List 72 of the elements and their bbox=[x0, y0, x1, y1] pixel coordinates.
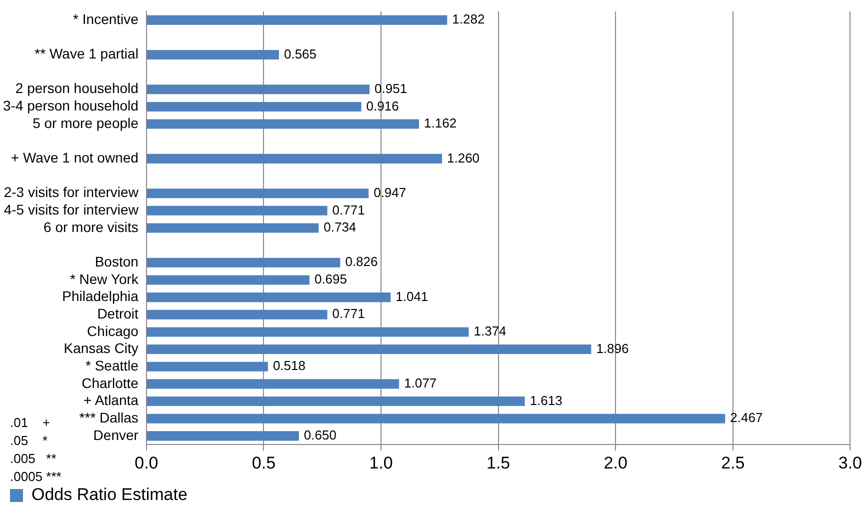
legend-label: Odds Ratio Estimate bbox=[32, 485, 188, 504]
data-label: 1.613 bbox=[530, 392, 562, 408]
y-tick-label: Kansas City bbox=[64, 340, 138, 356]
data-label: 0.771 bbox=[332, 202, 365, 218]
data-label: 0.565 bbox=[284, 46, 317, 62]
data-label: 2.467 bbox=[730, 410, 763, 426]
bar bbox=[146, 84, 370, 94]
data-label: 1.896 bbox=[596, 340, 629, 356]
y-tick-label: * New York bbox=[70, 270, 140, 287]
data-label: 0.826 bbox=[345, 254, 378, 270]
data-label: 1.260 bbox=[447, 150, 480, 166]
text: .005 ** bbox=[10, 450, 58, 468]
bar bbox=[146, 362, 268, 372]
y-tick-label: * Incentive bbox=[73, 10, 139, 27]
bar bbox=[146, 414, 726, 424]
x-tick-label: 0.0 bbox=[134, 453, 158, 472]
y-tick-label: 3-4 person household bbox=[2, 98, 138, 114]
y-tick-label: Boston bbox=[94, 254, 138, 270]
data-label: 0.947 bbox=[374, 184, 406, 200]
x-tick-label: 3.0 bbox=[838, 453, 862, 472]
data-label: 1.077 bbox=[404, 376, 437, 391]
bar bbox=[146, 188, 369, 198]
y-tick-label: Chicago bbox=[87, 322, 139, 339]
data-label: 0.518 bbox=[272, 358, 306, 374]
data-label: 1.041 bbox=[396, 288, 428, 304]
y-tick-label: Philadelphia bbox=[62, 288, 139, 304]
bar bbox=[146, 15, 448, 25]
y-tick-label: Charlotte bbox=[82, 374, 139, 391]
y-tick-label: ** Wave 1 partial bbox=[34, 46, 138, 62]
data-label: 1.282 bbox=[452, 12, 485, 27]
x-tick-label: 2.0 bbox=[604, 453, 628, 472]
data-label: 0.695 bbox=[314, 272, 348, 287]
y-tick-label: 2 person household bbox=[15, 80, 138, 96]
bar bbox=[146, 50, 279, 60]
bar bbox=[146, 310, 328, 320]
bar bbox=[146, 102, 362, 112]
y-tick-label: + Atlanta bbox=[84, 392, 139, 408]
bar bbox=[146, 431, 299, 441]
y-tick-label: Denver bbox=[93, 426, 139, 443]
data-label: 0.951 bbox=[374, 80, 408, 96]
y-tick-label: Detroit bbox=[97, 306, 139, 322]
text: .05 * bbox=[10, 432, 49, 450]
data-label: 0.771 bbox=[332, 306, 365, 322]
x-tick-label: 1.0 bbox=[369, 453, 393, 472]
data-label: 0.916 bbox=[366, 98, 399, 114]
bar bbox=[146, 119, 420, 129]
x-tick-label: 1.5 bbox=[486, 453, 510, 472]
x-tick-label: 2.5 bbox=[721, 453, 745, 472]
bar bbox=[146, 379, 400, 389]
y-tick-label: 6 or more visits bbox=[44, 218, 138, 235]
text: .0005 *** bbox=[10, 468, 62, 486]
data-label: 1.162 bbox=[424, 116, 457, 131]
bar bbox=[146, 223, 319, 233]
y-tick-label: 5 or more people bbox=[32, 114, 139, 131]
y-tick-label: * Seattle bbox=[85, 357, 139, 374]
bar bbox=[146, 344, 592, 354]
bar bbox=[146, 396, 525, 406]
bar bbox=[146, 258, 340, 268]
y-tick-label: 4-5 visits for interview bbox=[4, 202, 140, 218]
y-tick-label: 2-3 visits for interview bbox=[4, 184, 140, 200]
y-tick-label: + Wave 1 not owned bbox=[10, 150, 138, 166]
x-tick-label: 0.5 bbox=[252, 453, 276, 472]
data-label: 0.734 bbox=[324, 220, 356, 235]
data-label: 1.374 bbox=[474, 324, 506, 339]
text: .01 + bbox=[10, 414, 52, 432]
bar bbox=[146, 327, 469, 337]
bar bbox=[146, 206, 328, 216]
bar bbox=[146, 275, 310, 285]
y-tick-label: *** Dallas bbox=[79, 409, 138, 426]
data-label: 0.650 bbox=[304, 428, 336, 443]
bar bbox=[146, 154, 442, 164]
bar bbox=[146, 292, 391, 302]
